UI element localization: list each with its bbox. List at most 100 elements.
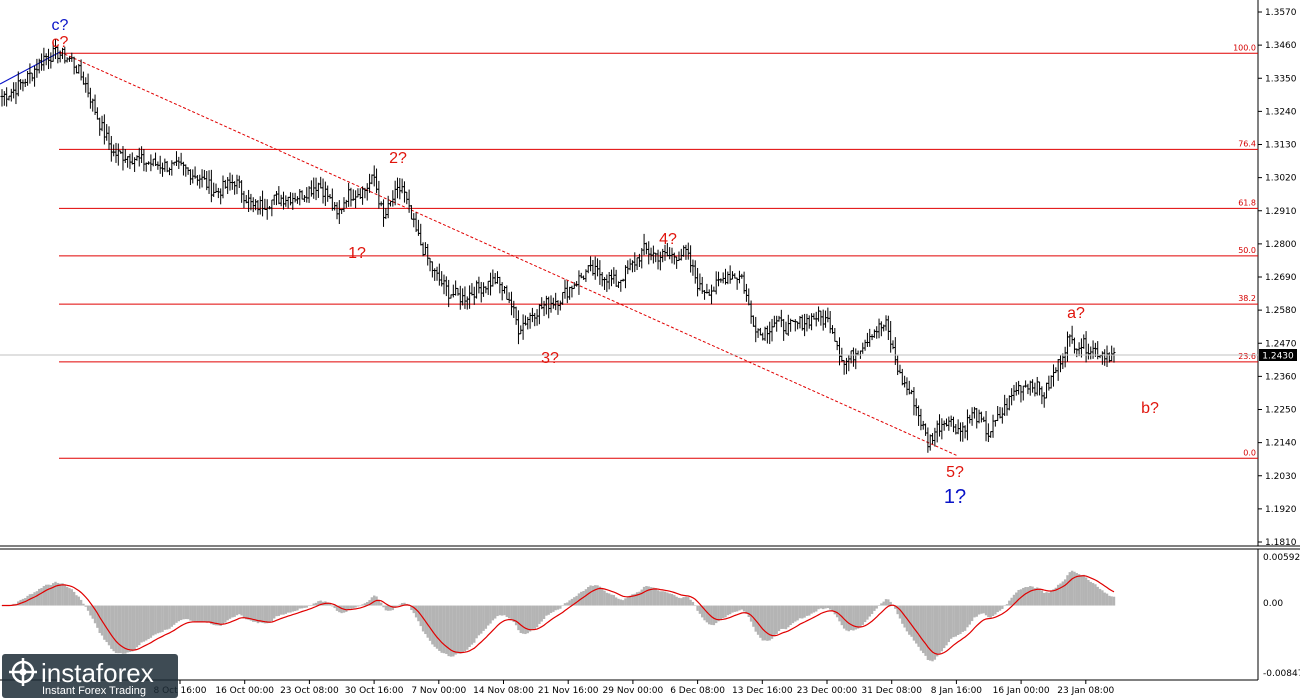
macd-bar [768,605,771,641]
macd-bar [128,605,132,653]
macd-bar [17,601,20,606]
macd-bar [666,592,669,606]
macd-bar [487,605,490,626]
macd-bar [466,605,469,650]
macd-bar [186,605,190,620]
wave-label-4: 4? [659,231,677,248]
macd-bar [810,605,813,614]
macd-bar [656,590,660,606]
wave-label-a: a? [1067,305,1085,322]
macd-bar [726,605,730,616]
macd-bar [980,605,983,614]
fib-level-label: 38.2 [1238,294,1256,303]
logo-name: instaforex [41,658,154,688]
macd-bar [361,604,364,606]
macd-bar [170,605,174,627]
macd-bar [1047,592,1051,606]
macd-bar [894,605,897,609]
macd-bar [968,605,971,625]
macd-bar [463,605,467,652]
macd-bar [717,605,720,622]
macd-bar [1112,596,1116,606]
macd-bar [680,598,683,606]
macd-bar [1036,587,1039,606]
macd-bar [931,605,934,662]
macd-bar [901,605,904,624]
macd-bar [852,605,855,631]
macd-bar [103,605,106,640]
macd-bar [561,605,564,607]
macd-bar [240,605,243,616]
macd-bar [538,605,541,624]
macd-bar [82,603,85,606]
macd-bar [752,605,755,627]
macd-bar [63,585,67,606]
macd-bar [747,605,750,618]
macd-bar [714,605,718,624]
macd-bar [514,605,518,626]
macd-bar [491,605,495,621]
macd-bar [631,594,634,606]
macd-bar [1108,595,1111,606]
price-tick-label: 1.2910 [1265,207,1297,217]
macd-bar [991,605,995,616]
macd-bar [1073,571,1076,606]
time-tick-label: 21 Nov 16:00 [538,686,599,696]
macd-bar [214,605,218,626]
macd-bar [933,605,937,660]
time-axis: 8 Oct 16:00 16 Oct 00:00 23 Oct 08:00 30 Oc… [154,680,1115,696]
macd-bar [996,605,999,613]
macd-bar [400,603,404,606]
macd-bar [377,599,381,606]
macd-bar [1040,590,1044,606]
macd-bar [203,605,206,622]
macd-bar [808,605,811,616]
macd-bar [929,605,932,661]
macd-bar [749,605,753,622]
macd-bar [38,588,41,606]
macd-bar [175,605,178,623]
macd-bar [663,591,667,606]
macd-bar [147,605,150,640]
macd-bar [1105,593,1109,606]
macd-bar [719,605,723,620]
price-tick-label: 1.2250 [1265,406,1297,416]
macd-bar [998,605,1002,611]
macd-bar [65,586,69,606]
macd-bar [952,605,955,638]
macd-bar [519,605,522,633]
macd-bar [266,605,269,624]
price-tick-label: 1.2470 [1265,339,1297,349]
macd-bar [935,605,939,657]
macd-bar [584,589,588,606]
macd-bar [131,605,134,652]
macd-bar [682,597,685,606]
macd-bar [603,590,606,606]
macd-bar [705,605,709,623]
macd-bar [370,597,374,606]
macd-bar [156,605,160,634]
fib-level-label: 0.0 [1243,448,1256,457]
price-tick-label: 1.3020 [1265,174,1297,184]
time-tick-label: 23 Dec 00:00 [797,686,858,696]
macd-bar [352,605,355,609]
macd-bar [675,596,678,606]
macd-bar [556,605,560,610]
macd-bar [410,605,413,611]
macd-bar [1049,591,1053,606]
macd-bar [61,583,64,606]
macd-bar [366,601,369,606]
macd-bar [870,605,874,614]
macd-bar [124,605,127,654]
price-axis: 1.3570 1.3460 1.3350 1.3240 1.3130 1.3020 1.29… [1258,8,1297,548]
macd-bar [154,605,157,635]
macd-bar [398,604,402,606]
macd-bar [938,605,941,655]
macd-bar [219,605,222,626]
macd-bar [789,605,792,625]
macd-bar [428,605,432,641]
macd-bar [796,605,799,621]
macd-bar [652,587,655,606]
macd-bar [791,605,795,624]
current-price-box [1259,349,1297,361]
